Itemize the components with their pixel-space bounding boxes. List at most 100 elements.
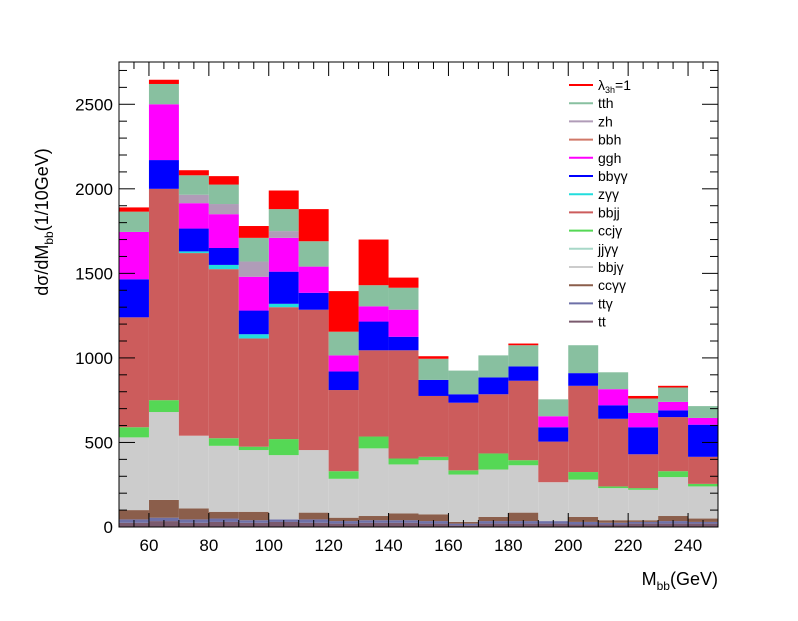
bar-segment-bbj-bin-15	[568, 479, 599, 517]
bar-segment-ggh-bin-8	[358, 306, 389, 322]
bar-segment-bbjj-bin-3	[208, 269, 239, 439]
bar-segment-3h1-bin-18	[658, 385, 689, 388]
bar-segment-bb-bin-13	[508, 366, 539, 381]
bar-segment-ggh-bin-3	[208, 214, 239, 248]
x-tick-label: 200	[554, 536, 582, 555]
bar-segment-ggh-bin-19	[688, 417, 718, 425]
x-tick-label: 140	[374, 536, 402, 555]
bar-segment-bbj-bin-18	[658, 477, 689, 517]
bar-segment-cc-bin-4	[238, 511, 269, 521]
bar-segment-bbjj-bin-2	[178, 253, 209, 436]
legend-entry-label: zh	[598, 113, 613, 129]
bar-segment-z-bin-2	[178, 251, 209, 254]
bar-segment-ccj-bin-5	[268, 439, 299, 456]
legend-entry-label: tth	[598, 95, 614, 111]
bar-segment-ggh-bin-0	[119, 231, 149, 280]
bar-segment-bb-bin-4	[238, 310, 269, 335]
bar-segment-ggh-bin-18	[658, 401, 689, 411]
bar-segment-cc-bin-0	[119, 510, 149, 520]
bar-segment-bbj-bin-3	[208, 445, 239, 512]
bar-segment-ggh-bin-9	[388, 309, 419, 337]
y-tick-label: 2000	[75, 180, 113, 199]
bar-segment-bbj-bin-2	[178, 435, 209, 509]
legend-entry-label: tt	[598, 314, 606, 330]
bar-segment-bbjj-bin-13	[508, 380, 539, 461]
bar-segment-ccj-bin-11	[448, 470, 479, 475]
bar-segment-tth-bin-1	[148, 83, 179, 105]
legend-entry-label: jjγγ	[597, 241, 618, 257]
bar-segment-ggh-bin-4	[238, 276, 269, 311]
bar-segment-cc-bin-18	[658, 516, 689, 522]
bar-segment-bb-bin-12	[478, 377, 509, 395]
bar-segment-bb-bin-1	[148, 160, 179, 189]
bar-segment-bbj-bin-14	[538, 482, 569, 522]
bar-segment-bbjj-bin-0	[119, 317, 149, 428]
x-tick-label: 60	[139, 536, 158, 555]
bar-segment-cc-bin-15	[568, 516, 599, 522]
bar-segment-bb-bin-9	[388, 336, 419, 351]
bar-segment-cc-bin-13	[508, 512, 539, 522]
bar-segment-bbjj-bin-18	[658, 417, 689, 472]
bar-segment-cc-bin-12	[478, 516, 509, 522]
bar-segment-tth-bin-19	[688, 406, 718, 418]
bar-segment-tth-bin-10	[418, 358, 449, 380]
bar-segment-ccj-bin-10	[418, 456, 449, 461]
bar-segment-bb-bin-0	[119, 279, 149, 318]
bar-segment-z-bin-3	[208, 264, 239, 270]
bar-segment-3h1-bin-6	[298, 209, 329, 242]
y-axis-title: dσ/dMbb(1/10GeV)	[32, 148, 56, 296]
bar-segment-bb-bin-7	[328, 371, 359, 391]
bar-segment-bbj-bin-4	[238, 450, 269, 512]
bar-segment-3h1-bin-17	[628, 395, 659, 399]
legend-entry-label: ttγ	[598, 295, 613, 311]
bar-segment-bb-bin-10	[418, 379, 449, 396]
bar-segment-zh-bin-5	[268, 231, 299, 238]
bar-segment-ccj-bin-1	[148, 400, 179, 413]
bar-segment-ggh-bin-14	[538, 416, 569, 428]
x-tick-label: 220	[614, 536, 642, 555]
bar-segment-bbjj-bin-1	[148, 188, 179, 401]
bar-segment-bbjj-bin-5	[268, 307, 299, 440]
bar-segment-cc-bin-7	[328, 517, 359, 522]
axis-ticks	[118, 62, 719, 528]
x-tick-label: 120	[314, 536, 342, 555]
bar-segment-bbjj-bin-14	[538, 441, 569, 483]
bar-segment-bb-bin-15	[568, 373, 599, 386]
bar-segment-bb-bin-14	[538, 427, 569, 442]
bar-segment-bbjj-bin-6	[298, 309, 329, 451]
bar-segment-bb-bin-8	[358, 321, 389, 351]
bar-segment-bbj-bin-8	[358, 448, 389, 517]
bar-segment-bbjj-bin-10	[418, 395, 449, 457]
bar-segment-3h1-bin-9	[388, 277, 419, 288]
bar-segment-cc-bin-8	[358, 516, 389, 521]
bar-segment-bb-bin-3	[208, 248, 239, 265]
bar-segment-zh-bin-4	[238, 261, 269, 277]
x-tick-label: 80	[199, 536, 218, 555]
bar-segment-bbj-bin-7	[328, 478, 359, 518]
bar-segment-bbj-bin-1	[148, 412, 179, 500]
bar-segment-tth-bin-8	[358, 285, 389, 307]
legend-entry-label: bbγγ	[598, 168, 628, 184]
bar-segment-ggh-bin-5	[268, 237, 299, 272]
bar-segment-ccj-bin-7	[328, 471, 359, 479]
bar-segment-3h1-bin-10	[418, 356, 449, 359]
bar-segment-bbj-bin-10	[418, 460, 449, 515]
bar-segment-3h1-bin-7	[328, 291, 359, 332]
bar-segment-ccj-bin-4	[238, 446, 269, 451]
bar-segment-tth-bin-18	[658, 387, 689, 402]
bar-segment-cc-bin-1	[148, 499, 179, 518]
bar-segment-bbj-bin-0	[119, 437, 149, 511]
bar-segment-bbj-bin-17	[628, 489, 659, 521]
bar-segment-bb-bin-11	[448, 394, 479, 403]
bars-layer	[119, 79, 718, 527]
bar-segment-bbjj-bin-17	[628, 454, 659, 489]
bar-segment-bbjj-bin-9	[388, 350, 419, 459]
bar-segment-bbj-bin-6	[298, 450, 329, 513]
y-tick-label: 500	[85, 433, 113, 452]
bar-segment-bbjj-bin-7	[328, 390, 359, 472]
legend-entry-label: bbjj	[598, 204, 620, 220]
bar-segment-tth-bin-17	[628, 398, 659, 413]
bar-segment-tth-bin-15	[568, 345, 599, 374]
